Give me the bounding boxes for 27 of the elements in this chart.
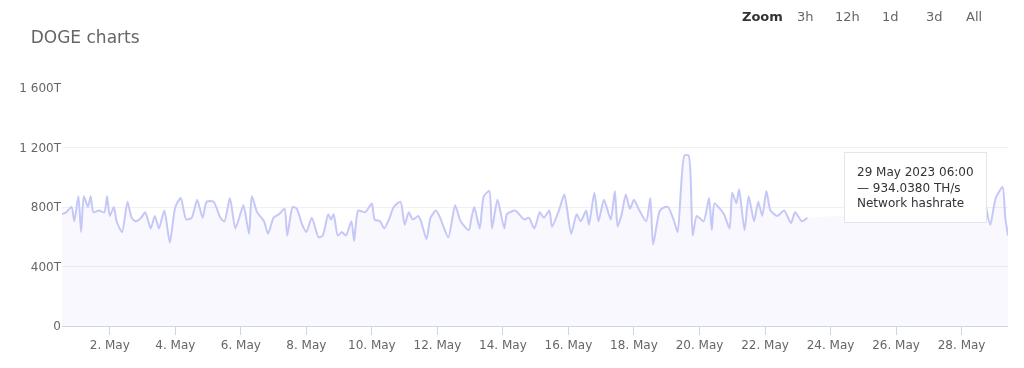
x-tick-label: 2. May — [89, 338, 130, 353]
y-tick-label: 800T — [30, 200, 62, 215]
x-tick-label: 6. May — [220, 338, 261, 353]
x-tick-label: 20. May — [675, 338, 724, 353]
x-tick-label: 26. May — [872, 338, 920, 353]
x-tick-label: 14. May — [479, 338, 527, 353]
x-tick-label: 28. May — [937, 338, 986, 353]
text: 3h — [797, 9, 814, 24]
y-tick-label: 1 200T — [19, 140, 62, 155]
text: 1d — [882, 9, 899, 24]
x-tick-label: 24. May — [806, 338, 855, 353]
y-tick-label: 0 — [53, 319, 61, 334]
x-tick-label: 12. May — [413, 338, 462, 353]
annotation: 29 May 2023 06:00 — 934.0380 TH/s Network hashrate — [857, 165, 974, 211]
x-tick-label: 18. May — [610, 338, 658, 353]
x-tick-label: 16. May — [544, 338, 593, 353]
y-tick-label: 400T — [30, 259, 62, 274]
chart-title: DOGE charts — [30, 26, 140, 47]
x-tick-label: 4. May — [155, 338, 196, 353]
text: Zoom — [742, 9, 783, 24]
y-tick-label: 1 600T — [19, 81, 62, 96]
x-tick-label: 10. May — [348, 338, 396, 353]
x-tick-label: 22. May — [741, 338, 789, 353]
text: 3d — [926, 9, 943, 24]
text: 12h — [835, 9, 860, 24]
x-tick-label: 8. May — [286, 338, 327, 353]
text: All — [966, 9, 983, 24]
